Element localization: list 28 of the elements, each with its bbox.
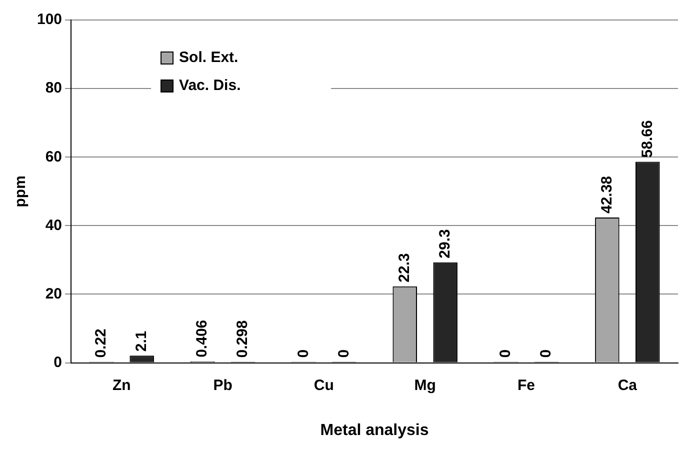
- data-label: 0: [538, 349, 555, 358]
- y-axis-title: ppm: [12, 176, 30, 208]
- legend-label: Vac. Dis.: [179, 77, 241, 94]
- data-label: 0: [294, 349, 312, 358]
- x-axis-title: Metal analysis: [320, 422, 429, 439]
- data-label: 0: [497, 349, 514, 358]
- legend-label: Sol. Ext.: [179, 49, 238, 66]
- y-tick-label: 40: [45, 216, 62, 234]
- x-tick-label: Zn: [112, 376, 131, 394]
- x-tick-label: Fe: [518, 376, 536, 394]
- x-tick-label: Cu: [314, 376, 334, 394]
- data-label: 0: [335, 349, 352, 358]
- y-tick-label: 100: [36, 11, 62, 28]
- y-tick-label: 0: [54, 354, 62, 371]
- x-tick-label: Mg: [414, 376, 436, 394]
- y-tick-label: 20: [45, 285, 62, 302]
- x-tick-label: Ca: [618, 376, 638, 394]
- data-label: 58.66: [638, 120, 656, 158]
- data-label: 29.3: [436, 229, 454, 258]
- data-label: 22.3: [396, 253, 414, 282]
- y-tick-label: 80: [45, 80, 62, 97]
- data-label: 0.406: [194, 320, 211, 358]
- data-label: 42.38: [598, 176, 616, 214]
- data-label: 2.1: [132, 330, 150, 352]
- x-tick-label: Pb: [213, 376, 232, 394]
- y-tick-label: 60: [45, 148, 62, 166]
- data-label: 0.298: [234, 320, 252, 358]
- data-label: 0.22: [92, 328, 110, 358]
